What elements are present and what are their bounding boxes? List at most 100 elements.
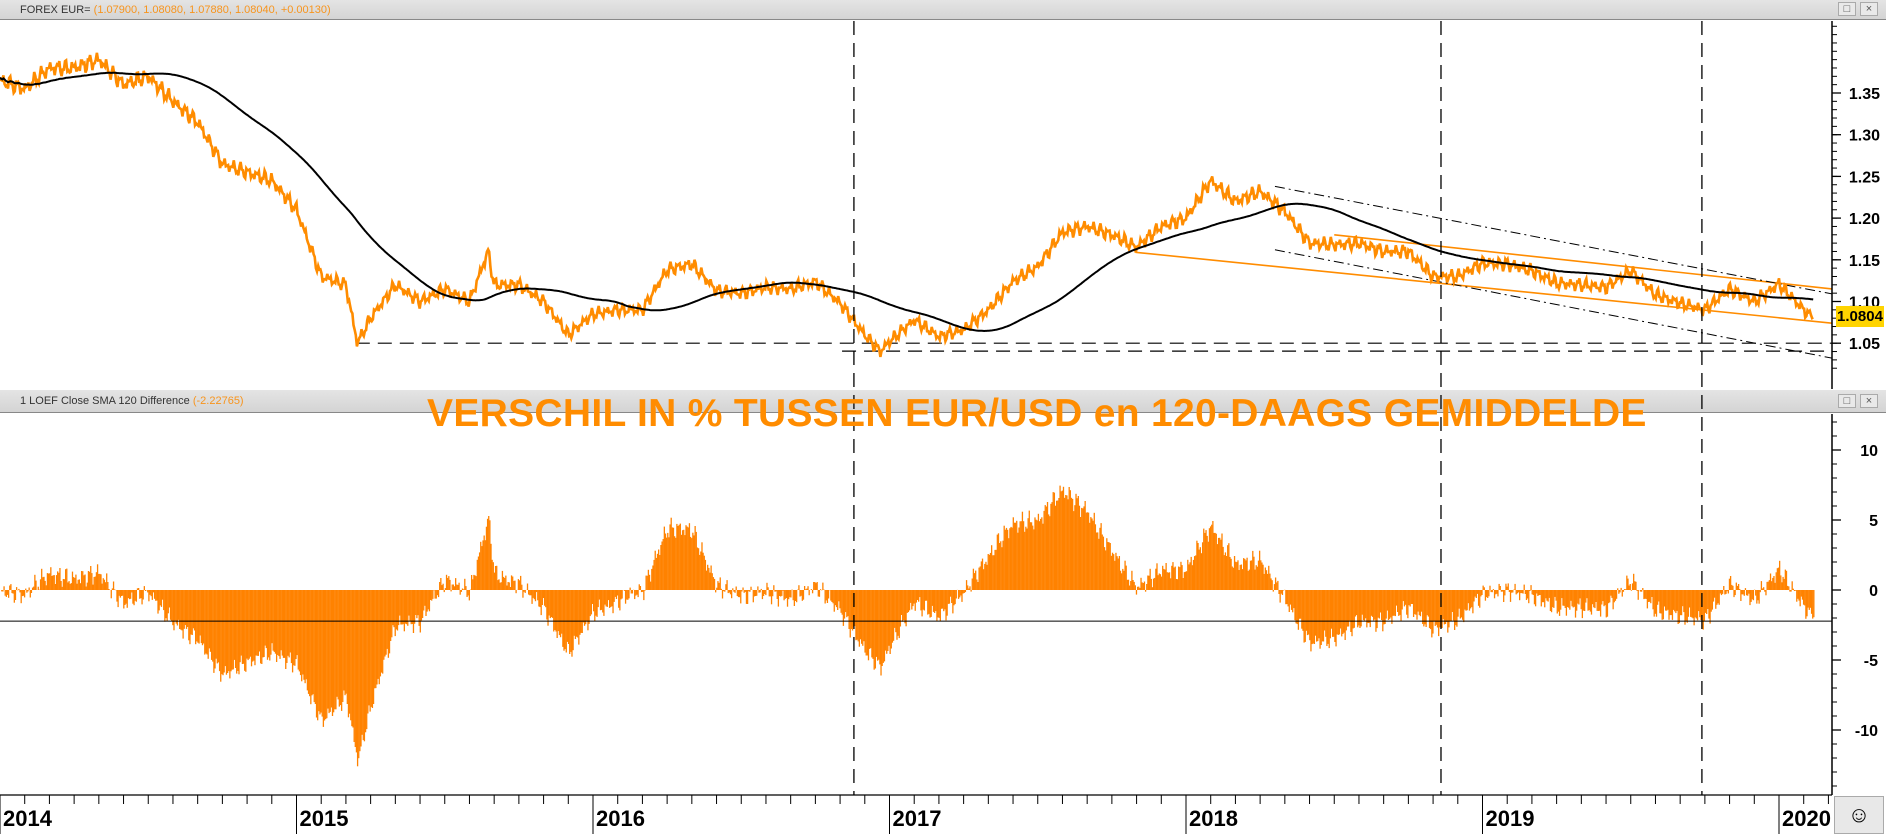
diff-bar (1392, 590, 1394, 616)
diff-bar (1321, 590, 1324, 642)
diff-bar (184, 590, 187, 626)
diff-bar (1175, 579, 1178, 590)
indicator-y-tick-label: -5 (1864, 653, 1878, 670)
diff-bar (1812, 590, 1814, 619)
diff-bar (1496, 590, 1498, 594)
restore-button[interactable]: □ (1838, 394, 1856, 408)
indicator-panel-label: 1 LOEF Close SMA 120 Difference (20, 395, 190, 407)
diff-bar (1247, 570, 1249, 590)
diff-bar (819, 589, 822, 590)
diff-bar (1211, 524, 1213, 590)
diff-bar (837, 590, 839, 610)
neutral-face-icon[interactable]: ☺ (1834, 796, 1884, 834)
diff-bar (402, 590, 404, 625)
diff-bar (1500, 590, 1503, 592)
diff-bar (237, 590, 239, 671)
diff-bar (1732, 585, 1734, 590)
diff-bar (1695, 590, 1698, 619)
diff-bar (910, 590, 912, 603)
diff-bar (1566, 590, 1569, 608)
diff-bar (586, 590, 588, 621)
diff-bar (1683, 590, 1685, 613)
diff-bar (1780, 575, 1782, 590)
diff-bar (756, 590, 758, 596)
diff-bar (1765, 590, 1767, 596)
diff-bar (1207, 541, 1209, 590)
diff-bar (22, 590, 25, 596)
diff-bar (122, 590, 124, 596)
diff-bar (1744, 588, 1747, 590)
diff-bar (830, 590, 832, 601)
diff-bar (52, 575, 54, 590)
diff-bar (824, 590, 826, 604)
diff-bar (1268, 565, 1270, 590)
diff-bar (352, 590, 354, 728)
diff-bar (559, 590, 562, 638)
diff-bar (147, 590, 149, 593)
diff-bar (1371, 590, 1374, 617)
diff-bar (157, 590, 159, 614)
close-button[interactable]: × (1860, 2, 1878, 16)
diff-bar (261, 590, 263, 664)
diff-bar (214, 590, 216, 669)
diff-bar (661, 541, 663, 590)
diff-bar (1807, 590, 1809, 608)
diff-bar (413, 590, 416, 624)
diff-bar (614, 590, 616, 597)
diff-bar (1206, 535, 1208, 590)
diff-bar (1509, 590, 1512, 602)
price-y-tick-label: 1.15 (1849, 253, 1880, 270)
diff-bar (510, 575, 513, 590)
diff-bar (1536, 590, 1538, 594)
diff-bar (225, 590, 228, 675)
diff-bar (735, 586, 737, 590)
diff-bar (1228, 543, 1230, 590)
diff-bar (390, 590, 392, 641)
diff-bar (786, 590, 789, 607)
diff-bar (1450, 590, 1452, 622)
restore-button[interactable]: □ (1838, 2, 1856, 16)
diff-bar (311, 590, 313, 696)
diff-bar (1548, 590, 1550, 598)
diff-bar (556, 590, 558, 638)
diff-bar (343, 590, 345, 691)
diff-bar (23, 590, 26, 598)
diff-bar (466, 590, 468, 597)
diff-bar (842, 590, 845, 626)
diff-bar (1538, 590, 1540, 596)
diff-bar (1489, 585, 1491, 590)
diff-bar (758, 590, 760, 593)
diff-bar (1446, 590, 1448, 622)
diff-bar (382, 590, 384, 674)
diff-bar (464, 578, 466, 590)
diff-bar (1368, 590, 1370, 624)
diff-bar (697, 548, 700, 590)
diff-bar (1726, 590, 1728, 592)
diff-bar (572, 590, 574, 651)
diff-bar (613, 590, 615, 602)
diff-bar (1133, 581, 1135, 590)
diff-bar (1327, 590, 1329, 644)
diff-bar (1748, 590, 1750, 594)
diff-bar (228, 590, 230, 672)
diff-bar (577, 590, 579, 638)
diff-bar (1174, 566, 1176, 590)
diff-bar (597, 590, 599, 608)
diff-bar (285, 590, 287, 669)
diff-bar (1497, 590, 1499, 597)
diff-bar (867, 590, 870, 661)
diff-bar (347, 590, 350, 718)
diff-bar (1517, 590, 1520, 593)
close-button[interactable]: × (1860, 394, 1878, 408)
diff-bar (1352, 590, 1354, 629)
diff-bar (224, 590, 226, 667)
diff-bar (600, 590, 603, 610)
diff-bar (461, 588, 464, 590)
diff-bar (1287, 590, 1289, 607)
diff-bar (200, 590, 203, 644)
diff-bar (1444, 590, 1447, 624)
diff-bar (34, 574, 36, 590)
diff-bar (1069, 490, 1071, 590)
diff-bar (1344, 590, 1346, 640)
